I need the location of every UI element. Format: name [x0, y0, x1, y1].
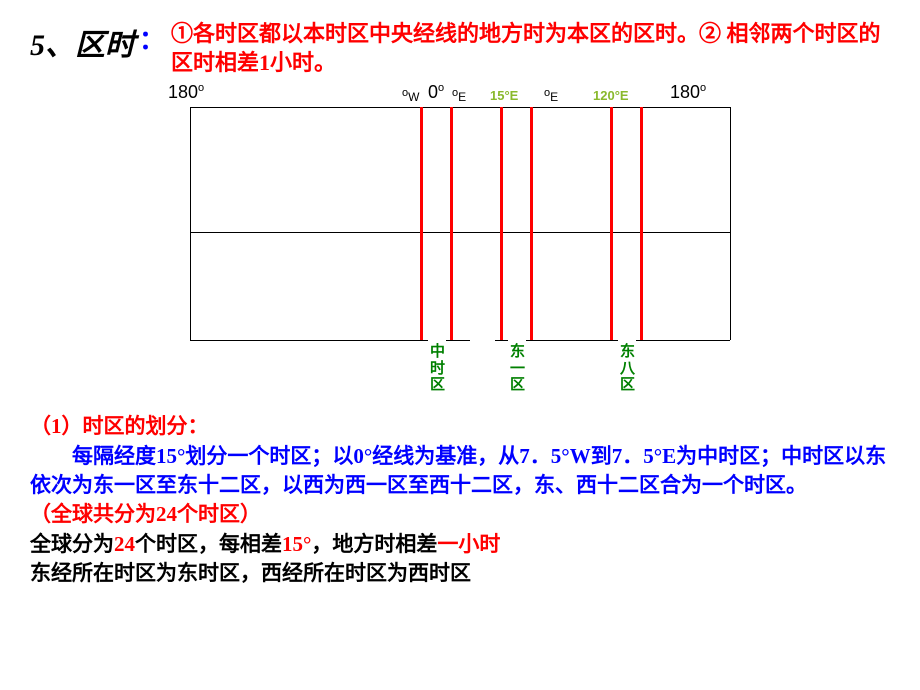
- l3f: 一小时: [437, 532, 500, 556]
- l3a: 全球分为: [30, 532, 114, 556]
- red-line-2: [450, 107, 453, 340]
- zone-label-8: 东八区: [620, 344, 634, 394]
- s1-note: （全球共分为24个时区）: [30, 502, 261, 526]
- red-line-5: [610, 107, 613, 340]
- gap-3: [508, 334, 526, 344]
- top-line: [190, 107, 730, 108]
- section-number: 5、区时: [30, 20, 135, 64]
- s1-heading: （1）时区的划分：: [30, 414, 209, 438]
- red-line-3: [500, 107, 503, 340]
- right-frame: [730, 107, 731, 340]
- l3c: 个时区，每相差: [135, 532, 282, 556]
- s1-body: 每隔经度15°划分一个时区；以0°经线为基准，从7．5°W到7．5°E为中时区；…: [30, 442, 890, 501]
- left-frame: [190, 107, 191, 340]
- body-text: （1）时区的划分： 每隔经度15°划分一个时区；以0°经线为基准，从7．5°W到…: [30, 412, 890, 588]
- bottom-line: [190, 340, 730, 341]
- label-15e: 15°E: [490, 88, 518, 103]
- l3b: 24: [114, 532, 135, 556]
- label-e: oE: [452, 87, 466, 104]
- l3e: ，地方时相差: [311, 532, 437, 556]
- title-definition: ①各时区都以本时区中央经线的地方时为本区的区时。② 相邻两个时区的区时相差1小时…: [171, 20, 890, 77]
- label-w: oW: [402, 87, 419, 104]
- red-line-1: [420, 107, 423, 340]
- line-3: 全球分为24个时区，每相差15°，地方时相差一小时: [30, 530, 890, 559]
- label-e2: oE: [544, 87, 558, 104]
- label-180-left: 180o: [168, 82, 204, 103]
- gap-1: [428, 334, 446, 344]
- line-4: 东经所在时区为东时区，西经所在时区为西时区: [30, 559, 890, 588]
- gap-2: [470, 334, 495, 344]
- gap-4: [618, 334, 636, 344]
- label-120e: 120°E: [593, 88, 629, 103]
- equator-line: [190, 232, 730, 233]
- red-line-4: [530, 107, 533, 340]
- label-zero: 0o: [428, 82, 444, 103]
- zone-label-1: 东一区: [510, 344, 524, 394]
- red-line-6: [640, 107, 643, 340]
- timezone-diagram: 180o oW 0o oE 15°E oE 120°E 180o 中时区 东一区…: [170, 82, 790, 362]
- section-1: （1）时区的划分： 每隔经度15°划分一个时区；以0°经线为基准，从7．5°W到…: [30, 412, 890, 530]
- zone-label-0: 中时区: [430, 344, 444, 394]
- label-180-right: 180o: [670, 82, 706, 103]
- title-colon: ：: [139, 20, 165, 57]
- title-row: 5、区时 ： ①各时区都以本时区中央经线的地方时为本区的区时。② 相邻两个时区的…: [30, 20, 890, 77]
- l3d: 15°: [282, 532, 311, 556]
